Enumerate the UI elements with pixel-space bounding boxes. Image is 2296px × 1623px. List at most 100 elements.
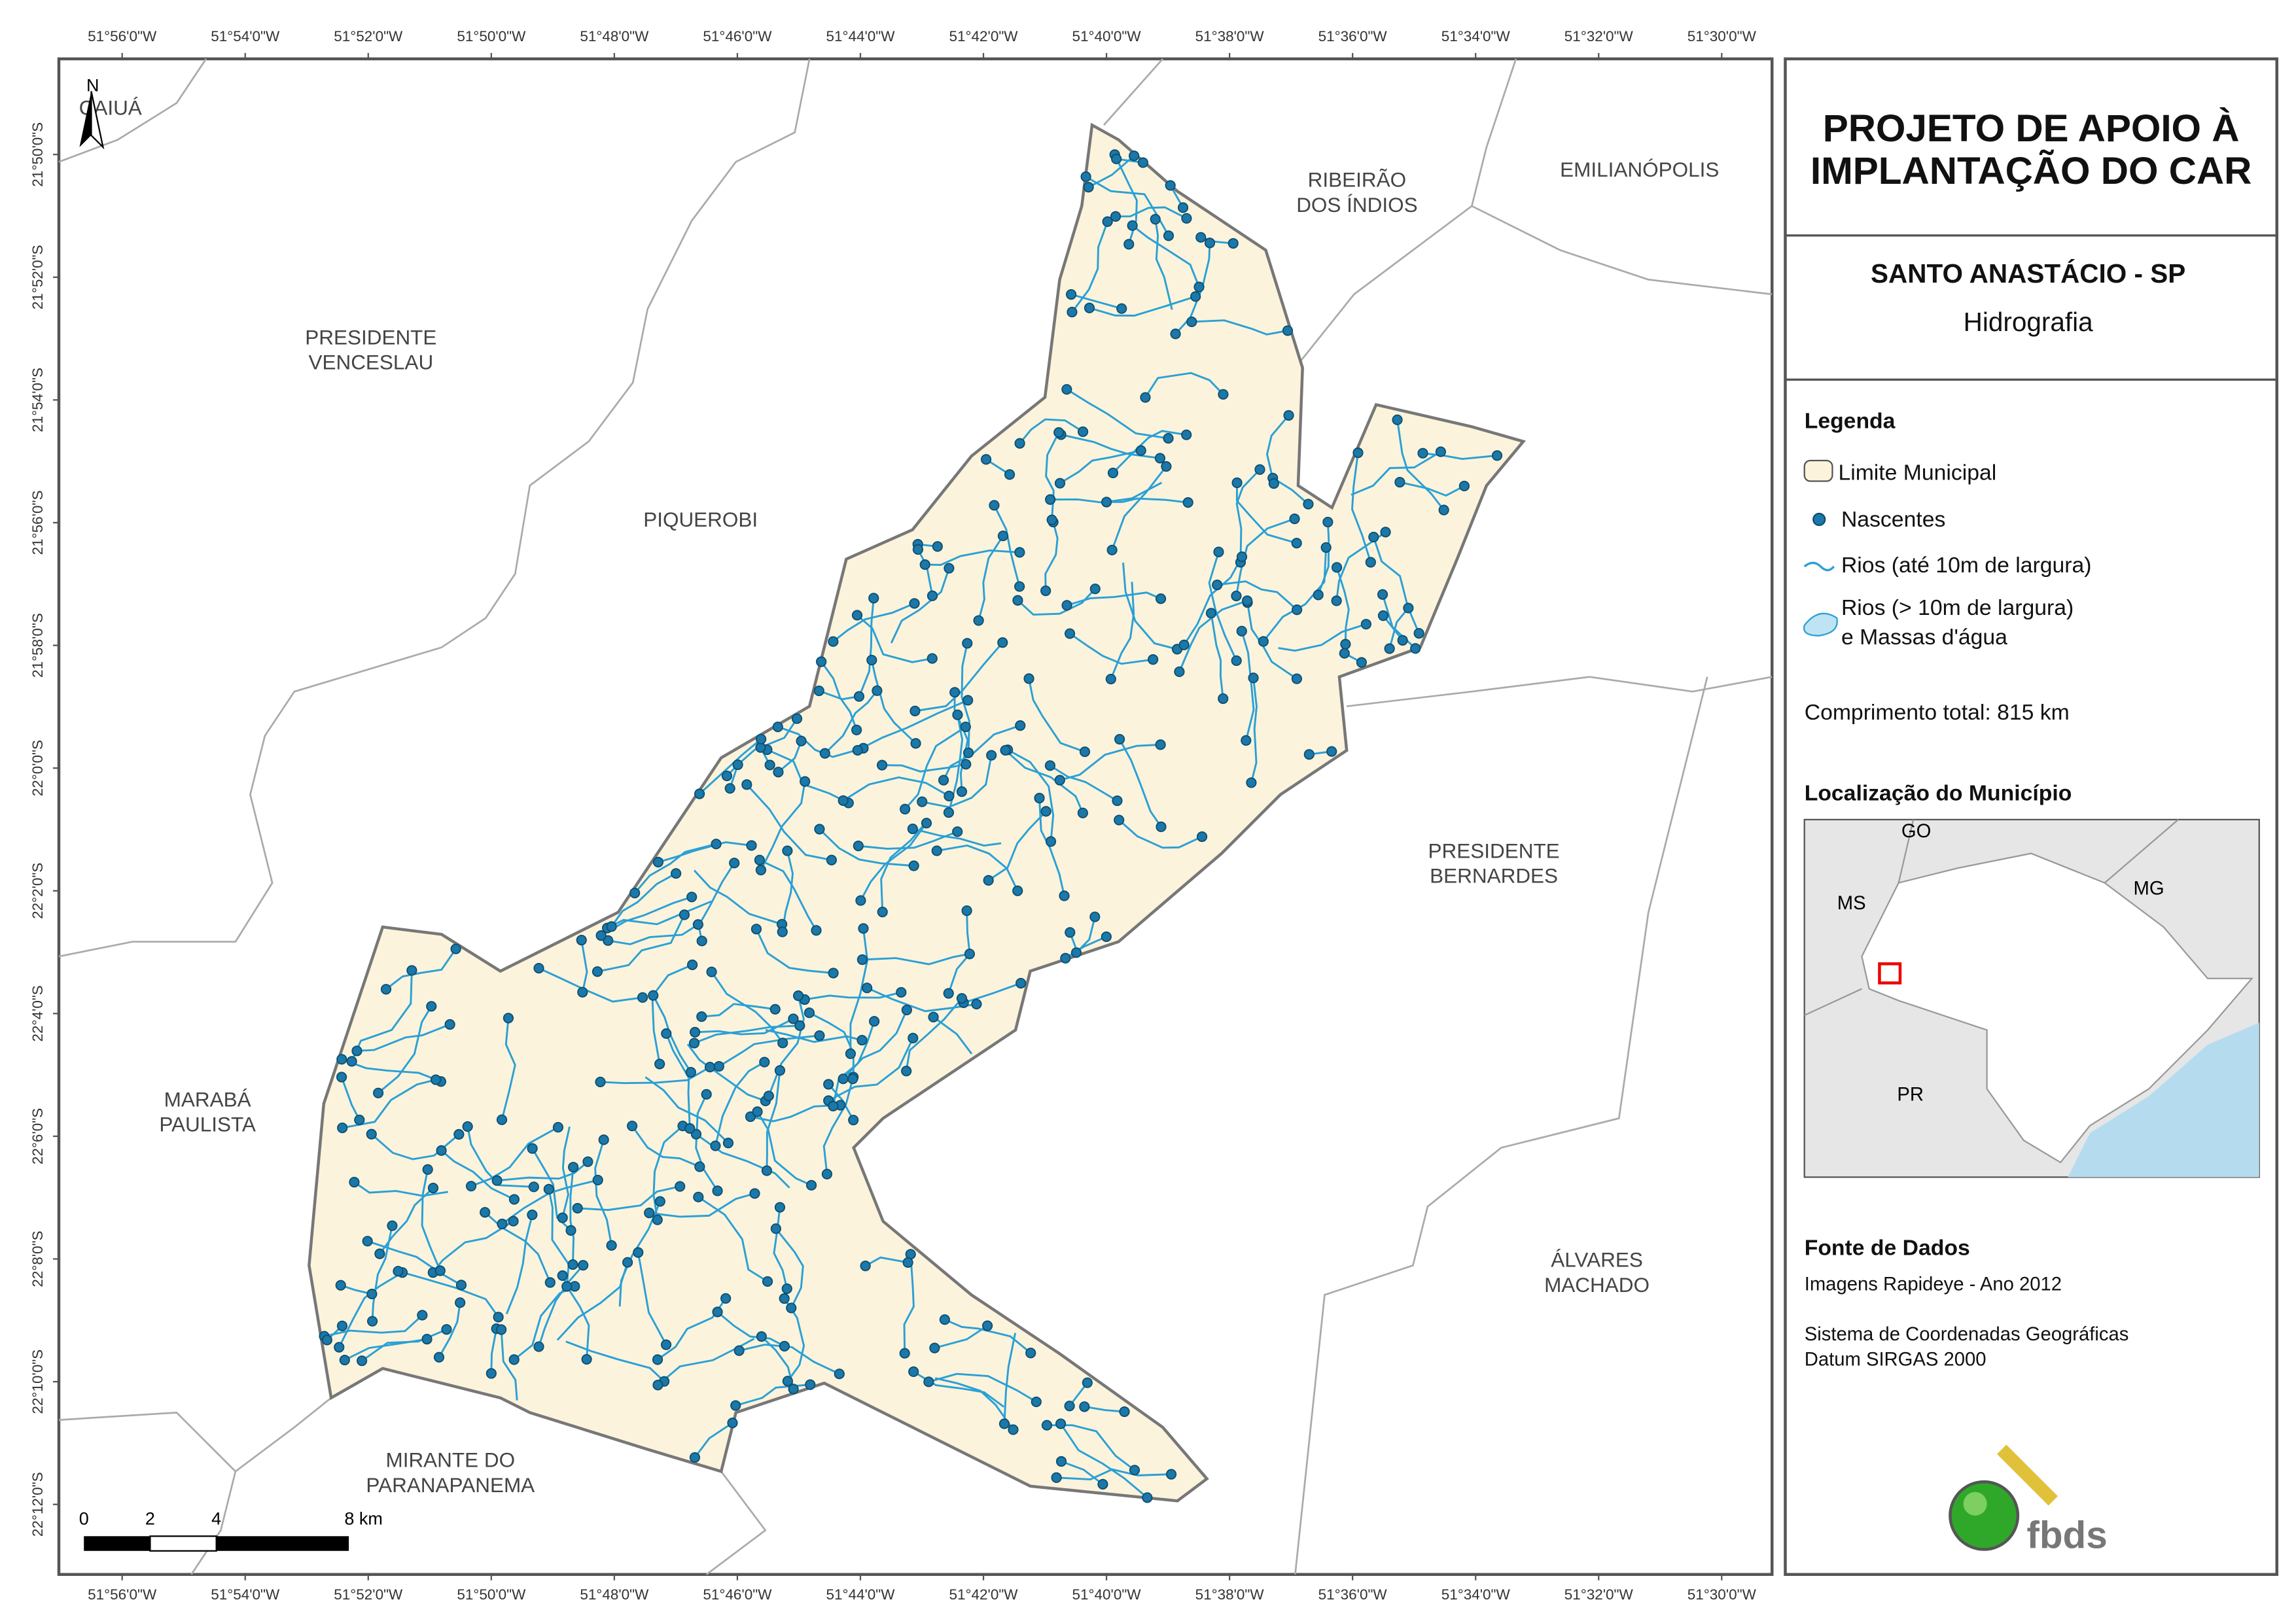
river	[1131, 224, 1200, 288]
spring	[764, 759, 775, 771]
spring	[727, 1417, 738, 1429]
spring	[508, 1215, 519, 1227]
river	[822, 1078, 854, 1174]
river	[755, 928, 834, 974]
river	[357, 1023, 451, 1052]
longitude-label: 51°52'0"W	[334, 28, 403, 44]
river	[1066, 388, 1169, 440]
spring	[422, 1164, 433, 1175]
boundary	[1103, 58, 1164, 126]
spring	[861, 983, 873, 994]
spring	[1231, 590, 1242, 602]
river	[864, 1256, 908, 1267]
spring	[756, 1331, 767, 1342]
spring	[1012, 595, 1023, 606]
spring	[1079, 1401, 1090, 1412]
river	[849, 928, 869, 1054]
latitude-label: 21°56'0"S	[29, 491, 46, 555]
longitude-label: 51°34'0"W	[1441, 1586, 1511, 1603]
spring	[908, 1366, 919, 1377]
spring	[917, 796, 928, 807]
spring	[648, 990, 659, 1001]
spring	[1127, 220, 1138, 231]
spring	[1114, 733, 1125, 745]
spring	[336, 1054, 347, 1065]
river	[1422, 452, 1498, 461]
spring	[1377, 610, 1389, 621]
spring	[336, 1072, 347, 1083]
spring	[426, 1001, 437, 1012]
spring	[334, 1342, 345, 1353]
boundary	[58, 58, 207, 163]
spring	[1339, 648, 1350, 659]
spring	[1291, 673, 1303, 684]
boundary	[1294, 58, 1517, 369]
spring	[1059, 890, 1070, 901]
latitude-label: 21°50'0"S	[29, 122, 46, 187]
latitude-label: 21°54'0"S	[29, 368, 46, 432]
river	[695, 1094, 718, 1192]
spring	[828, 636, 839, 647]
spring	[527, 1143, 538, 1154]
spring	[981, 1320, 993, 1331]
spring	[544, 1277, 556, 1288]
spring	[754, 854, 765, 865]
spring	[923, 1376, 934, 1387]
spring	[1004, 469, 1016, 480]
spring	[696, 1011, 707, 1022]
spring	[1044, 760, 1056, 771]
spring	[654, 1196, 665, 1207]
river	[781, 850, 794, 932]
longitude-label: 51°52'0"W	[334, 1586, 403, 1603]
spring	[1012, 885, 1023, 896]
place-label: BERNARDES	[1430, 864, 1558, 888]
spring	[813, 685, 824, 697]
river	[921, 755, 993, 809]
spring	[568, 1162, 579, 1173]
river	[361, 1328, 448, 1362]
spring	[788, 1384, 799, 1395]
spring	[417, 1310, 428, 1321]
river	[1007, 748, 1055, 842]
logo-text: fbds	[2026, 1514, 2107, 1556]
spring	[453, 1128, 465, 1140]
place-label: ÁLVARES	[1551, 1248, 1643, 1272]
spring	[763, 1091, 774, 1102]
spring	[932, 541, 943, 552]
river	[860, 822, 928, 901]
spring	[1116, 303, 1127, 314]
spring	[1046, 514, 1057, 525]
river	[1235, 468, 1261, 563]
river	[538, 1265, 584, 1348]
river	[652, 1125, 684, 1220]
river	[759, 859, 817, 931]
legend-swatch	[1803, 459, 1833, 482]
spring	[465, 1181, 477, 1192]
longitude-label: 51°30'0"W	[1687, 28, 1757, 44]
river	[739, 1343, 840, 1375]
spring	[652, 1354, 663, 1365]
scale-labels: 0 2 4 8 km	[79, 1509, 383, 1528]
river	[695, 1018, 794, 1036]
spring	[1241, 735, 1252, 746]
river	[777, 741, 802, 773]
river	[750, 1104, 841, 1123]
spring	[543, 1183, 554, 1195]
river	[925, 549, 1020, 566]
spring	[816, 656, 827, 667]
longitude-label: 51°32'0"W	[1564, 1586, 1634, 1603]
spring	[1289, 514, 1300, 525]
legend-entry: Rios (> 10m de largura)	[1841, 595, 2074, 620]
legend-swatch	[1803, 612, 1838, 637]
spring	[900, 803, 911, 814]
river	[1317, 521, 1330, 595]
spring	[912, 544, 924, 555]
river	[714, 1061, 766, 1146]
river	[367, 1240, 462, 1286]
river	[1178, 600, 1248, 672]
river	[824, 689, 878, 754]
source-title: Fonte de Dados	[1805, 1236, 1970, 1261]
river	[819, 828, 914, 867]
spring	[1365, 557, 1376, 568]
